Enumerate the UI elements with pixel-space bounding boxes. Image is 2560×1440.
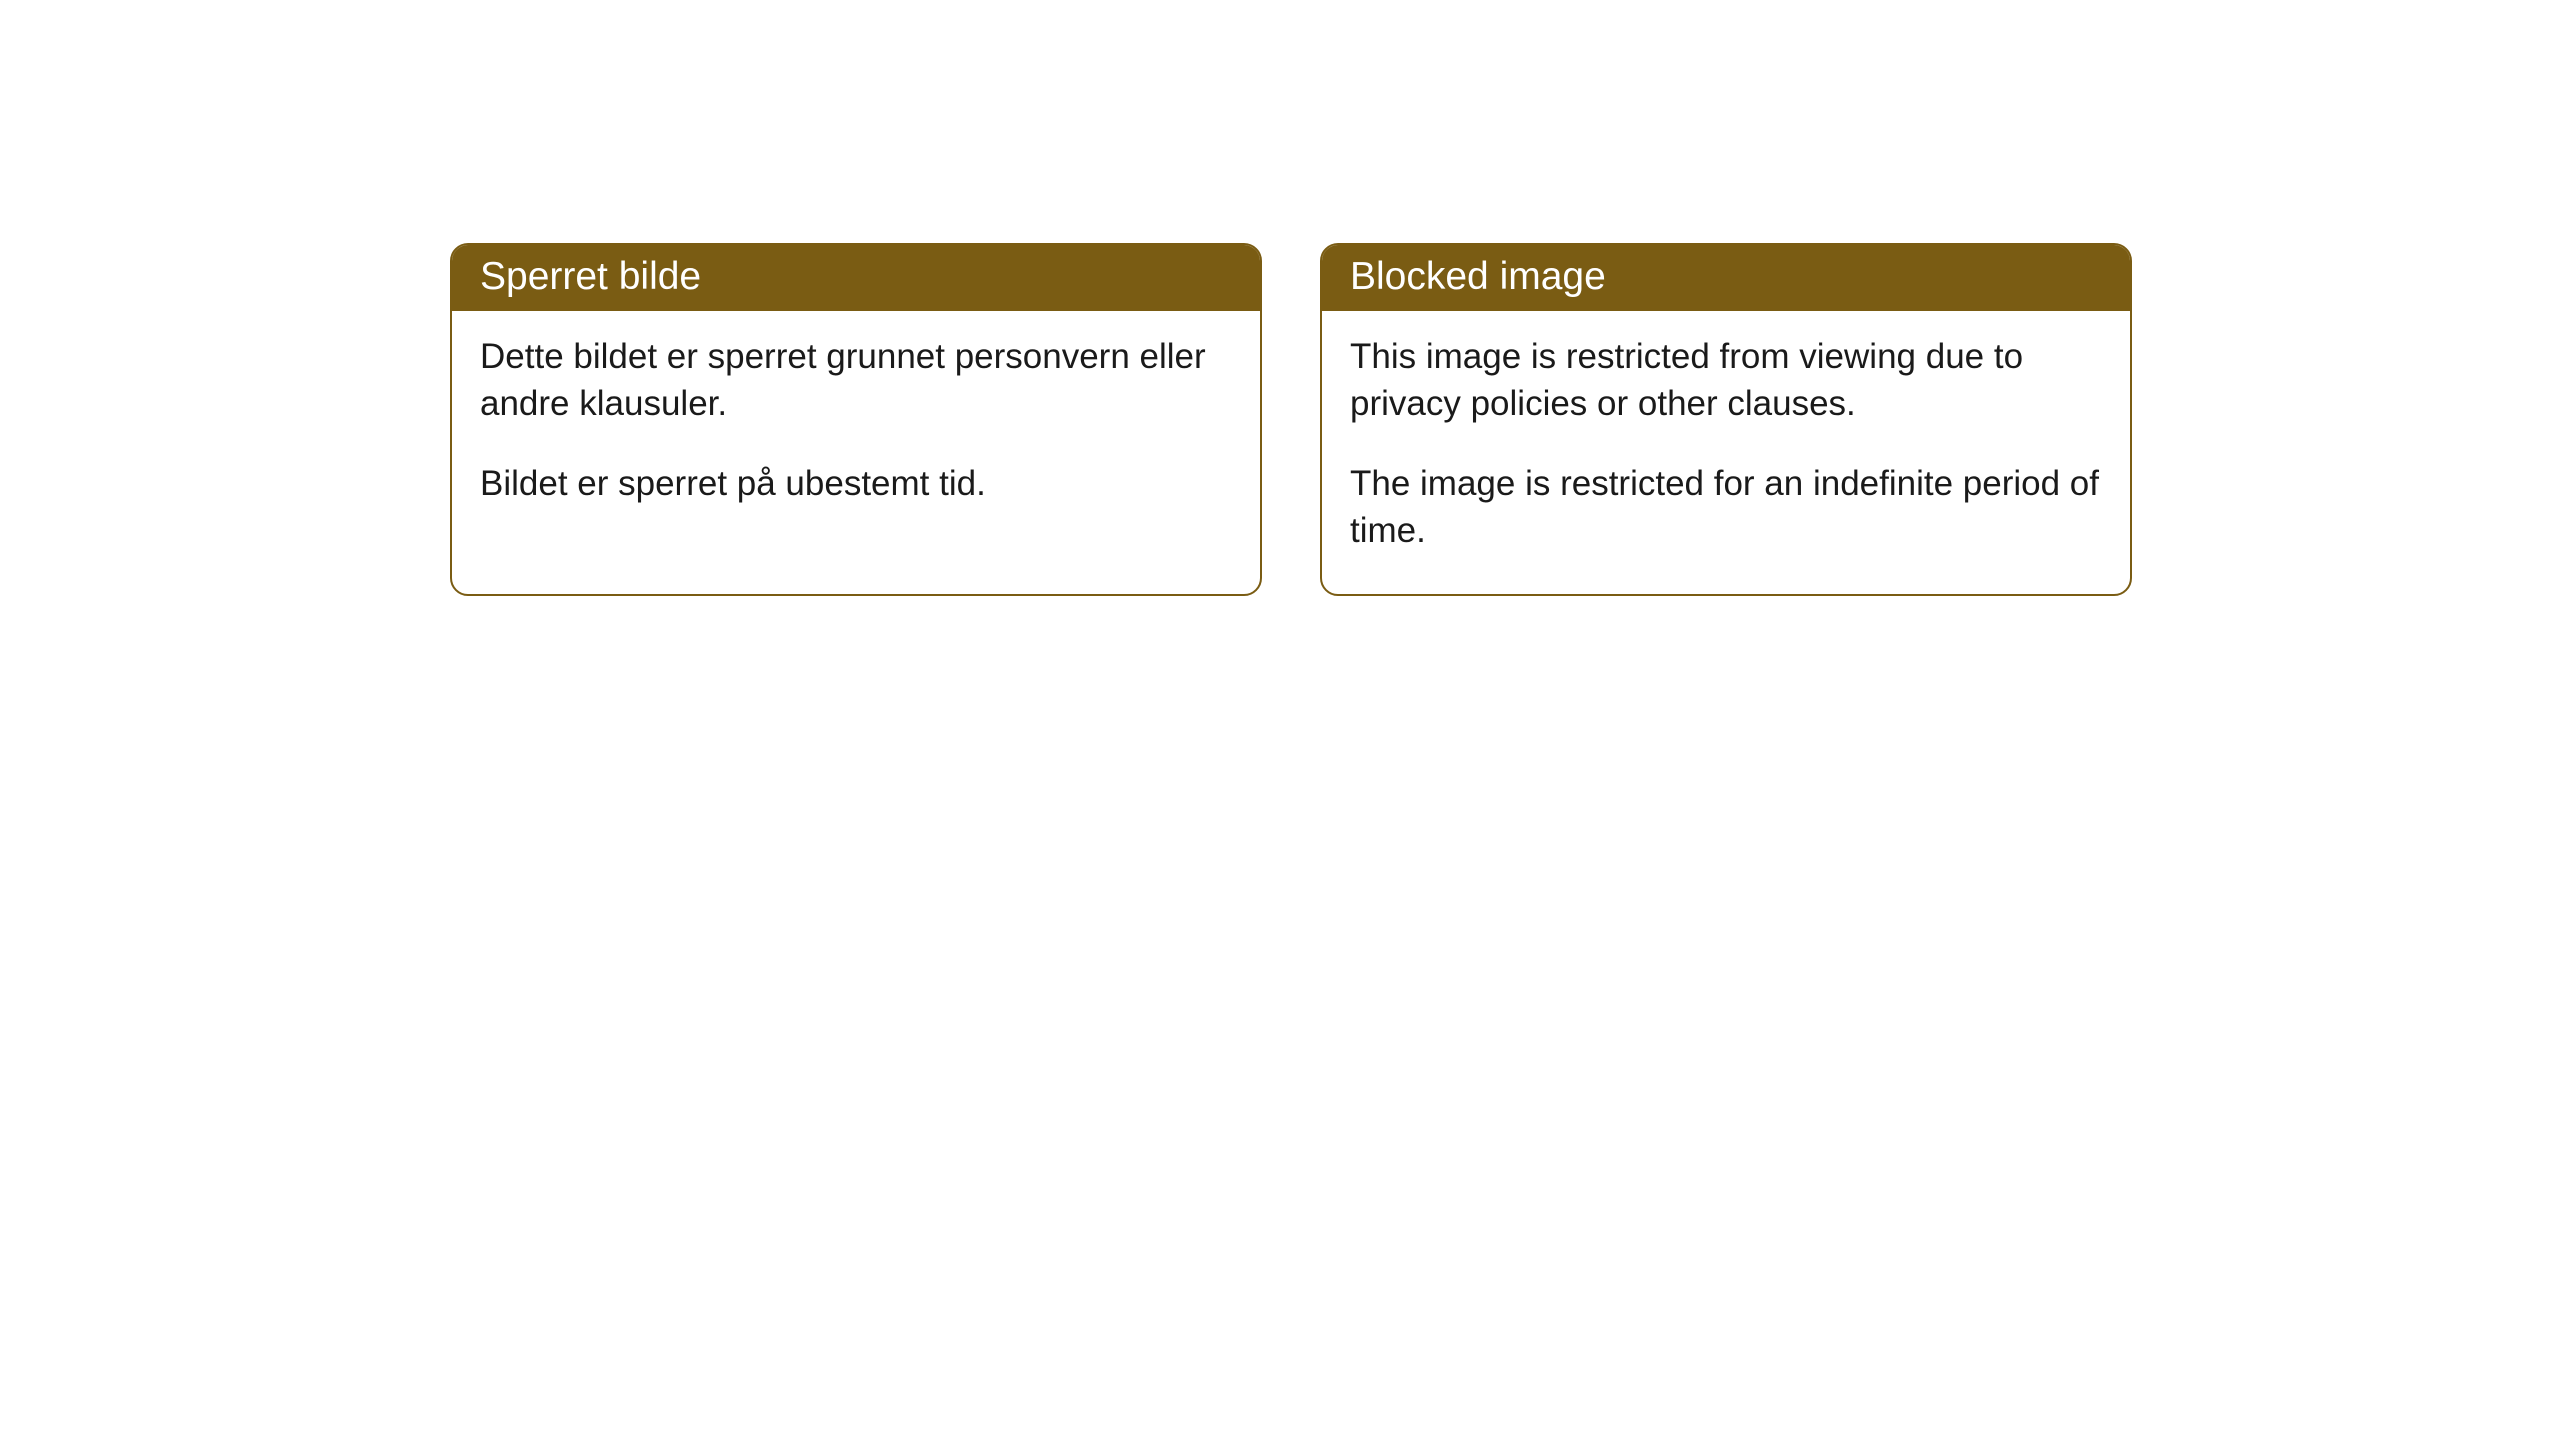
card-header: Blocked image [1322,245,2130,311]
blocked-image-card-norwegian: Sperret bilde Dette bildet er sperret gr… [450,243,1262,596]
card-body: This image is restricted from viewing du… [1322,311,2130,594]
card-paragraph: The image is restricted for an indefinit… [1350,460,2102,555]
card-paragraph: This image is restricted from viewing du… [1350,333,2102,428]
card-paragraph: Bildet er sperret på ubestemt tid. [480,460,1232,507]
card-title: Blocked image [1350,255,1606,298]
card-title: Sperret bilde [480,255,701,298]
card-header: Sperret bilde [452,245,1260,311]
cards-container: Sperret bilde Dette bildet er sperret gr… [450,243,2132,596]
card-body: Dette bildet er sperret grunnet personve… [452,311,1260,547]
card-paragraph: Dette bildet er sperret grunnet personve… [480,333,1232,428]
blocked-image-card-english: Blocked image This image is restricted f… [1320,243,2132,596]
